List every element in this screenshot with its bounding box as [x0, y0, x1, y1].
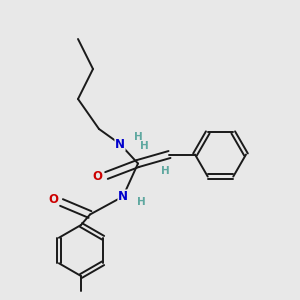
Text: H: H: [137, 197, 146, 207]
Text: O: O: [48, 193, 58, 206]
Text: N: N: [115, 137, 125, 151]
Text: H: H: [140, 141, 148, 151]
Text: O: O: [92, 170, 103, 184]
Text: H: H: [160, 166, 169, 176]
Text: N: N: [118, 190, 128, 203]
Text: H: H: [134, 131, 142, 142]
